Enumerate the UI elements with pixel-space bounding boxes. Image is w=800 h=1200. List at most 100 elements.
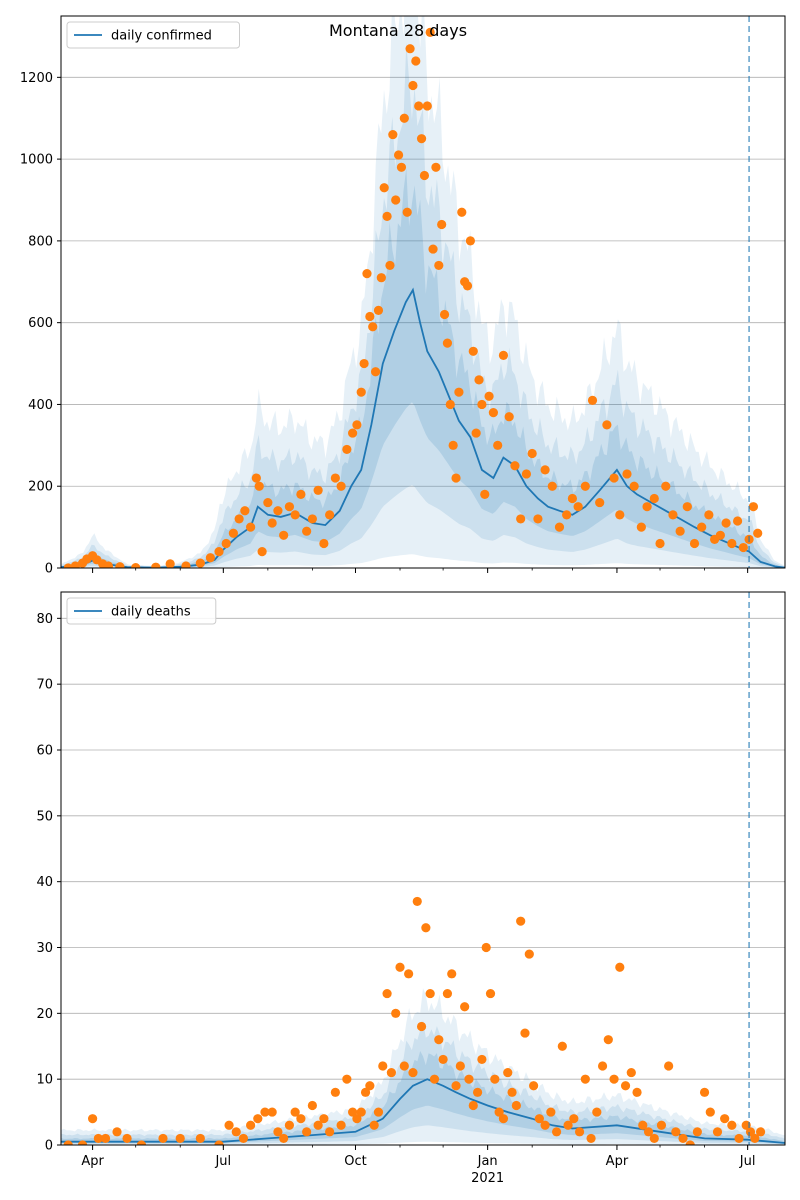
deaths-data-point — [356, 1107, 366, 1117]
deaths-data-point — [348, 1107, 358, 1117]
deaths-data-point — [93, 1133, 103, 1144]
confirmed-data-point — [402, 207, 412, 217]
confirmed-data-point — [422, 101, 432, 111]
confirmed-data-point — [488, 408, 498, 418]
confirmed-data-point — [587, 395, 598, 405]
deaths-ytick-label: 10 — [36, 1073, 53, 1088]
deaths-data-point — [685, 1140, 695, 1145]
deaths-data-point — [551, 1127, 562, 1137]
deaths-data-point — [620, 1081, 631, 1091]
confirmed-data-point — [655, 538, 665, 549]
deaths-data-point — [615, 962, 625, 972]
deaths-data-point — [136, 1140, 147, 1145]
deaths-model-line — [61, 1078, 785, 1144]
confirmed-data-point — [267, 518, 277, 528]
confirmed-data-point — [498, 350, 509, 360]
confirmed-ytick-label: 0 — [45, 562, 53, 577]
confirmed-data-point — [636, 522, 646, 532]
confirmed-data-point — [348, 428, 358, 438]
confirmed-data-point — [471, 428, 481, 438]
deaths-data-point — [626, 1067, 636, 1078]
deaths-data-point — [597, 1061, 608, 1071]
confirmed-legend-box — [66, 21, 240, 49]
deaths-data-point — [586, 1133, 596, 1144]
confirmed-data-point — [405, 44, 415, 54]
deaths-data-point — [438, 1054, 448, 1065]
confirmed-data-point — [388, 129, 398, 140]
deaths-xtick-label: Jul — [739, 1154, 756, 1169]
confirmed-data-point — [302, 526, 312, 536]
deaths-data-point — [546, 1107, 556, 1117]
deaths-data-point — [580, 1074, 590, 1084]
confirmed-data-point — [697, 522, 707, 532]
confirmed-axes-frame — [60, 15, 786, 569]
deaths-data-point — [290, 1107, 300, 1117]
deaths-axes-frame — [60, 591, 786, 1146]
deaths-xtick-label: Oct — [344, 1154, 366, 1169]
confirmed-data-point — [234, 514, 244, 524]
confirmed-data-point — [356, 387, 366, 397]
deaths-data-point — [705, 1107, 715, 1117]
confirmed-plot-area — [61, 16, 785, 568]
confirmed-data-point — [454, 387, 464, 397]
confirmed-data-point — [753, 528, 763, 538]
deaths-data-point — [302, 1127, 312, 1137]
deaths-data-point — [399, 1061, 409, 1071]
deaths-data-point — [455, 1061, 465, 1071]
confirmed-data-point — [414, 101, 424, 111]
deaths-data-point — [352, 1114, 362, 1124]
deaths-data-point — [273, 1127, 283, 1137]
deaths-data-point — [425, 988, 435, 999]
deaths-ytick-label: 20 — [36, 1007, 53, 1022]
deaths-data-point — [574, 1127, 585, 1137]
deaths-data-point — [507, 1087, 517, 1097]
deaths-data-point — [279, 1133, 289, 1144]
deaths-data-point — [100, 1133, 111, 1144]
deaths-data-point — [330, 1087, 340, 1097]
deaths-ytick-label: 30 — [36, 941, 53, 956]
confirmed-data-point — [649, 493, 659, 504]
deaths-data-point — [529, 1081, 539, 1091]
deaths-data-point — [319, 1114, 329, 1124]
confirmed-data-point — [307, 514, 317, 524]
deaths-data-point — [395, 962, 405, 972]
confirmed-data-point — [462, 281, 473, 291]
confirmed-data-point — [257, 547, 267, 557]
deaths-data-point — [360, 1087, 371, 1097]
deaths-data-point — [214, 1140, 224, 1145]
deaths-data-point — [490, 1074, 500, 1084]
deaths-xtick-label: Apr — [606, 1154, 629, 1169]
confirmed-data-point — [240, 506, 250, 516]
deaths-data-point — [442, 988, 453, 999]
deaths-xtick-label: Apr — [81, 1154, 104, 1169]
deaths-ytick-label: 80 — [36, 612, 53, 627]
confirmed-panel: 0 200 400 600 800 1000 1200 daily confirmed — [20, 15, 786, 577]
deaths-data-point — [745, 1127, 756, 1137]
confirmed-data-point — [748, 502, 758, 512]
confirmed-data-point — [419, 170, 430, 181]
deaths-data-point — [464, 1074, 474, 1084]
deaths-data-point — [472, 1087, 483, 1097]
deaths-ytick-label: 60 — [36, 744, 53, 759]
deaths-data-point — [77, 1140, 88, 1145]
deaths-data-point — [524, 949, 534, 959]
deaths-data-point — [671, 1127, 681, 1137]
deaths-ytick-label: 40 — [36, 875, 53, 890]
confirmed-data-point — [445, 399, 455, 410]
confirmed-data-point — [504, 412, 514, 422]
deaths-data-point — [365, 1081, 375, 1091]
confirmed-data-point — [474, 375, 484, 385]
confirmed-data-point — [668, 510, 678, 520]
confirmed-ytick-label: 1200 — [20, 71, 53, 86]
deaths-ytick-label: 50 — [36, 809, 53, 824]
confirmed-data-point — [319, 538, 329, 549]
confirmed-band-2 — [61, 42, 785, 568]
deaths-data-point — [307, 1100, 317, 1111]
confirmed-data-point — [533, 514, 543, 524]
deaths-data-point — [511, 1100, 521, 1111]
confirmed-data-point — [602, 420, 612, 430]
deaths-data-point — [296, 1114, 306, 1124]
confirmed-band-3 — [61, 168, 785, 568]
deaths-data-point — [477, 1054, 487, 1065]
